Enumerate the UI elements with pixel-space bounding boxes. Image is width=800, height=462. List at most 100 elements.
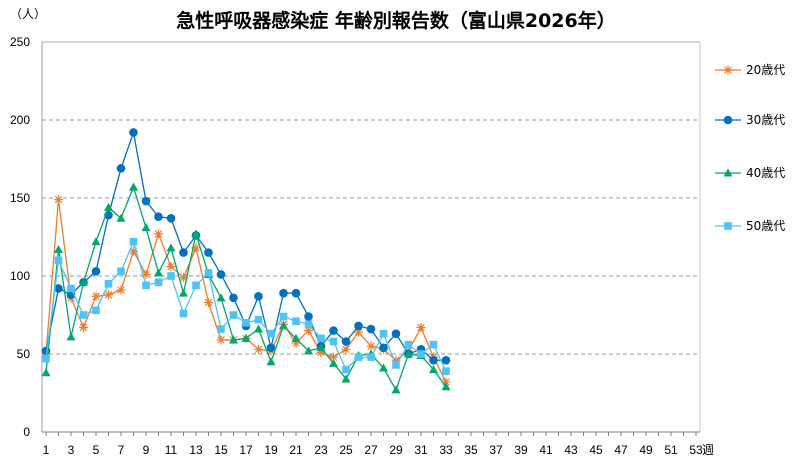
data-point (254, 344, 263, 354)
data-point (291, 288, 301, 298)
x-tick-label: 15 (214, 443, 228, 457)
data-point (166, 262, 176, 272)
x-tick-label: 1 (43, 443, 50, 457)
data-point (167, 272, 175, 280)
x-tick-label: 29 (389, 443, 403, 457)
x-tick-label: 41 (539, 443, 553, 457)
series-3 (41, 182, 451, 394)
data-point (104, 280, 113, 288)
data-point (191, 243, 201, 253)
y-tick-label: 100 (10, 269, 30, 283)
data-point (291, 333, 301, 342)
data-point (129, 237, 138, 246)
y-tick-label: 150 (10, 191, 30, 205)
data-point (329, 352, 338, 362)
data-point (154, 229, 163, 239)
legend-entry-3: 40歳代 (715, 166, 785, 180)
data-point (441, 355, 451, 365)
data-point (304, 320, 313, 329)
data-point (154, 268, 163, 277)
data-point (229, 311, 238, 319)
data-point (316, 347, 326, 357)
data-point (354, 327, 363, 337)
x-tick-label: 23 (314, 443, 328, 457)
data-point (154, 278, 163, 287)
data-point (192, 281, 200, 290)
data-point (216, 270, 226, 279)
x-tick-label: 51 (664, 443, 678, 457)
x-tick-label: 35 (464, 443, 478, 457)
x-tick-label: 11 (165, 443, 178, 457)
data-point (341, 344, 351, 354)
data-point (279, 312, 288, 321)
data-point (379, 363, 388, 372)
data-point (391, 329, 401, 339)
data-point (191, 229, 201, 238)
data-point (141, 223, 151, 232)
x-tick-label: 47 (614, 443, 628, 457)
axes (41, 42, 701, 436)
series-group (41, 128, 451, 394)
data-point (242, 319, 250, 327)
x-tick-label: 17 (239, 443, 253, 457)
data-point (341, 337, 351, 346)
data-point (404, 340, 413, 349)
data-point (342, 365, 350, 374)
series-2 (41, 128, 451, 365)
data-point (179, 309, 188, 318)
legend-label: 50歳代 (746, 219, 785, 233)
series-4 (42, 237, 450, 375)
data-point (79, 322, 88, 332)
x-tick-label: 43 (564, 443, 578, 457)
data-point (254, 291, 263, 301)
data-point (204, 248, 213, 257)
data-point (166, 213, 176, 223)
data-point (304, 312, 313, 321)
data-point (66, 332, 76, 341)
data-point (391, 355, 401, 365)
data-point (391, 385, 401, 394)
data-point (441, 377, 451, 387)
legend-label: 40歳代 (746, 166, 785, 180)
data-point (367, 353, 375, 361)
y-tick-labels: 0 50 100 150 200 250 (10, 35, 30, 439)
data-point (179, 288, 188, 297)
data-point (117, 267, 125, 276)
data-point (241, 333, 251, 342)
data-point (329, 358, 338, 367)
x-tick-label: 27 (364, 443, 378, 457)
data-point (166, 243, 176, 252)
data-point (91, 291, 101, 301)
data-point (216, 293, 226, 302)
legend-label: 30歳代 (746, 113, 785, 127)
x-tick-label: 21 (289, 443, 303, 457)
data-point (204, 298, 213, 308)
data-point (291, 338, 301, 348)
legend-marker (724, 222, 732, 230)
data-point (91, 267, 101, 276)
y-tick-label: 250 (10, 35, 30, 49)
x-axis-unit: 週 (702, 443, 714, 457)
data-point (266, 343, 276, 353)
data-point (341, 374, 351, 383)
x-tick-label: 49 (639, 443, 653, 457)
data-point (67, 284, 75, 293)
data-point (54, 244, 63, 253)
data-point (116, 285, 126, 295)
x-tick-label: 7 (118, 443, 125, 457)
data-point (79, 311, 88, 319)
x-tick-label: 3 (68, 443, 75, 457)
data-point (417, 350, 425, 358)
data-point (429, 365, 438, 374)
x-tick-label: 39 (514, 443, 528, 457)
y-tick-label: 200 (10, 113, 30, 127)
x-tick-label: 37 (489, 443, 503, 457)
data-point (216, 335, 226, 345)
x-tick-label: 45 (589, 443, 603, 457)
data-point (54, 195, 63, 205)
x-tick-label: 19 (264, 443, 278, 457)
data-point (204, 269, 213, 277)
data-point (366, 341, 376, 351)
x-tick-label: 33 (439, 443, 453, 457)
